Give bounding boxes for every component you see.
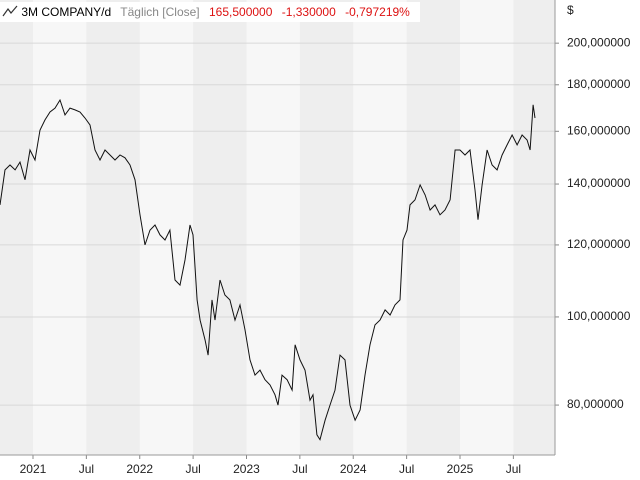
chart-title: 3M COMPANY/d [21,5,112,19]
x-tick-label: Jul [79,462,94,476]
period-band [513,0,555,455]
chart-subtitle: Täglich [Close] [120,5,200,19]
x-tick-label: 2025 [447,462,474,476]
period-band [299,0,354,455]
x-tick-label: Jul [292,462,307,476]
y-tick-label: 100,000000 [567,309,631,323]
y-tick-label: 140,000000 [567,176,631,190]
quote-last: 165,500000 [208,5,273,19]
header: 3M COMPANY/d Täglich [Close] 165,500000 … [0,2,420,22]
period-band [406,0,460,455]
plot-background [0,0,555,455]
x-tick-label: Jul [185,462,200,476]
x-tick-label: 2022 [126,462,153,476]
period-band [0,0,33,455]
quote-change: -1,330000 [281,5,336,19]
period-band [86,0,140,455]
x-tick-label: 2023 [233,462,260,476]
x-tick-label: Jul [399,462,414,476]
y-tick-label: 160,000000 [567,123,631,137]
y-tick-label: 180,000000 [567,77,631,91]
price-line [0,98,536,441]
x-tick-label: Jul [506,462,521,476]
y-unit: $ [567,3,574,17]
y-tick-label: 80,000000 [567,397,624,411]
x-tick-label: 2024 [340,462,367,476]
y-tick-label: 120,000000 [567,237,631,251]
period-band [193,0,247,455]
quote-change-pct: -0,797219% [345,5,410,19]
x-tick-label: 2021 [20,462,47,476]
y-tick-label: 200,000000 [567,35,631,49]
line-icon [2,5,18,17]
